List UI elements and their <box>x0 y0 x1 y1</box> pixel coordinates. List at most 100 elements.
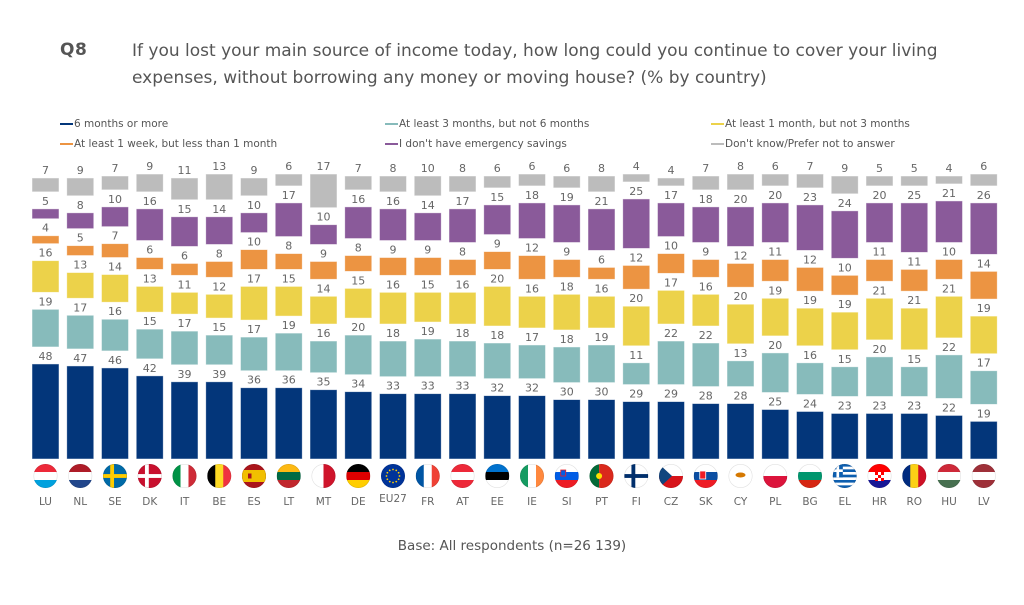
data-label: 15 <box>143 315 157 328</box>
bar-group-cz: 29 22 17 10 17 4 CZ <box>657 164 685 508</box>
bar-segment-no-savings <box>691 206 720 243</box>
data-label: 11 <box>178 278 192 291</box>
data-label: 16 <box>143 195 157 208</box>
data-label: 4 <box>946 162 953 175</box>
bar-segment-one-three <box>796 307 824 347</box>
bar-segment-no-savings <box>31 208 60 220</box>
bar-segment-week-month <box>969 270 998 300</box>
bar-segment-dont-know <box>135 173 164 193</box>
bar-segment-dont-know <box>309 173 338 209</box>
bar-segment-six-plus <box>865 413 894 460</box>
data-label: 10 <box>664 240 678 253</box>
data-label: 23 <box>838 399 852 412</box>
category-label: CY <box>734 496 748 508</box>
data-label: 17 <box>664 276 678 289</box>
legend-label: 6 months or more <box>74 118 169 130</box>
bar-group-ro: 23 15 21 11 25 5 RO <box>900 162 929 508</box>
bar-segment-three-six <box>31 308 60 348</box>
data-label: 20 <box>768 189 782 202</box>
data-label: 15 <box>212 321 226 334</box>
data-label: 20 <box>734 290 748 303</box>
bar-segment-six-plus <box>309 389 338 460</box>
data-label: 33 <box>456 380 470 393</box>
data-label: 7 <box>112 162 119 175</box>
data-label: 23 <box>907 399 921 412</box>
bar-segment-six-plus <box>483 395 512 460</box>
data-label: 9 <box>146 160 153 173</box>
bar-segment-one-three <box>170 291 199 315</box>
category-label: IE <box>527 496 537 508</box>
data-label: 5 <box>77 232 84 245</box>
bar-segment-dont-know <box>935 175 963 185</box>
data-label: 8 <box>390 162 397 175</box>
bar-segment-six-plus <box>413 393 442 460</box>
data-label: 19 <box>39 295 53 308</box>
flag-bg-icon <box>798 464 822 488</box>
bar-segment-dont-know <box>726 173 755 191</box>
bar-segment-dont-know <box>587 175 616 193</box>
bar-group-el: 23 15 19 10 24 9 EL <box>830 162 859 508</box>
bar-segment-no-savings <box>761 202 790 243</box>
category-label: SK <box>699 496 714 508</box>
category-label: ES <box>247 496 261 508</box>
data-label: 18 <box>699 193 713 206</box>
category-label: LV <box>978 496 991 508</box>
bar-segment-dont-know <box>691 175 720 191</box>
data-label: 19 <box>560 191 574 204</box>
legend-swatch <box>60 123 73 125</box>
bar-segment-three-six <box>969 370 998 405</box>
bar-segment-one-three <box>309 295 338 325</box>
bar-segment-three-six <box>309 340 338 374</box>
data-label: 9 <box>494 238 501 251</box>
data-label: 8 <box>77 199 84 212</box>
bar-segment-dont-know <box>483 175 512 189</box>
legend-swatch <box>711 143 724 145</box>
data-label: 16 <box>595 282 609 295</box>
data-label: 6 <box>598 253 605 266</box>
data-label: 10 <box>942 246 956 259</box>
data-label: 5 <box>876 162 883 175</box>
bar-segment-six-plus <box>66 365 95 460</box>
bar-segment-three-six <box>622 362 651 385</box>
bar-segment-one-three <box>413 291 442 323</box>
bar-segment-three-six <box>101 318 129 352</box>
data-label: 19 <box>421 325 435 338</box>
bar-segment-one-three <box>135 285 164 313</box>
data-label: 48 <box>39 350 53 363</box>
bar-group-be: 39 15 12 8 14 13 BE <box>205 160 234 508</box>
bar-segment-six-plus <box>170 381 199 460</box>
bar-segment-one-three <box>657 289 685 325</box>
bar-segment-three-six <box>761 352 790 393</box>
bar-segment-no-savings <box>135 208 164 241</box>
legend-label: At least 1 week, but less than 1 month <box>74 138 278 150</box>
data-label: 25 <box>768 396 782 409</box>
bar-segment-week-month <box>518 255 546 280</box>
flag-si-icon <box>554 464 579 488</box>
data-label: 21 <box>907 294 921 307</box>
bar-segment-six-plus <box>622 401 651 460</box>
bar-segment-week-month <box>761 259 790 282</box>
data-label: 10 <box>421 162 435 175</box>
data-label: 22 <box>942 341 956 354</box>
data-label: 16 <box>317 327 331 340</box>
bar-segment-no-savings <box>483 204 512 235</box>
data-label: 16 <box>108 305 122 318</box>
bar-group-mt: 35 16 14 9 10 17 MT <box>309 160 338 508</box>
flag-lt-icon <box>276 464 301 488</box>
bar-group-cy: 28 13 20 12 20 8 CY <box>726 160 755 508</box>
data-label: 17 <box>247 272 261 285</box>
bar-segment-no-savings <box>205 216 234 245</box>
category-label: LU <box>39 496 52 508</box>
bar-segment-no-savings <box>309 224 338 245</box>
bar-segment-no-savings <box>552 204 581 243</box>
category-label: FR <box>421 496 434 508</box>
category-label: NL <box>73 496 87 508</box>
data-label: 17 <box>73 301 87 314</box>
flag-fi-icon <box>624 464 649 488</box>
bar-group-ee: 32 18 20 9 15 6 EE <box>483 162 512 508</box>
data-label: 30 <box>560 386 574 399</box>
bar-segment-week-month <box>413 257 442 276</box>
bar-segment-dont-know <box>66 177 95 197</box>
data-label: 19 <box>282 319 296 332</box>
legend-item-dont-know: Don't know/Prefer not to answer <box>711 138 895 150</box>
